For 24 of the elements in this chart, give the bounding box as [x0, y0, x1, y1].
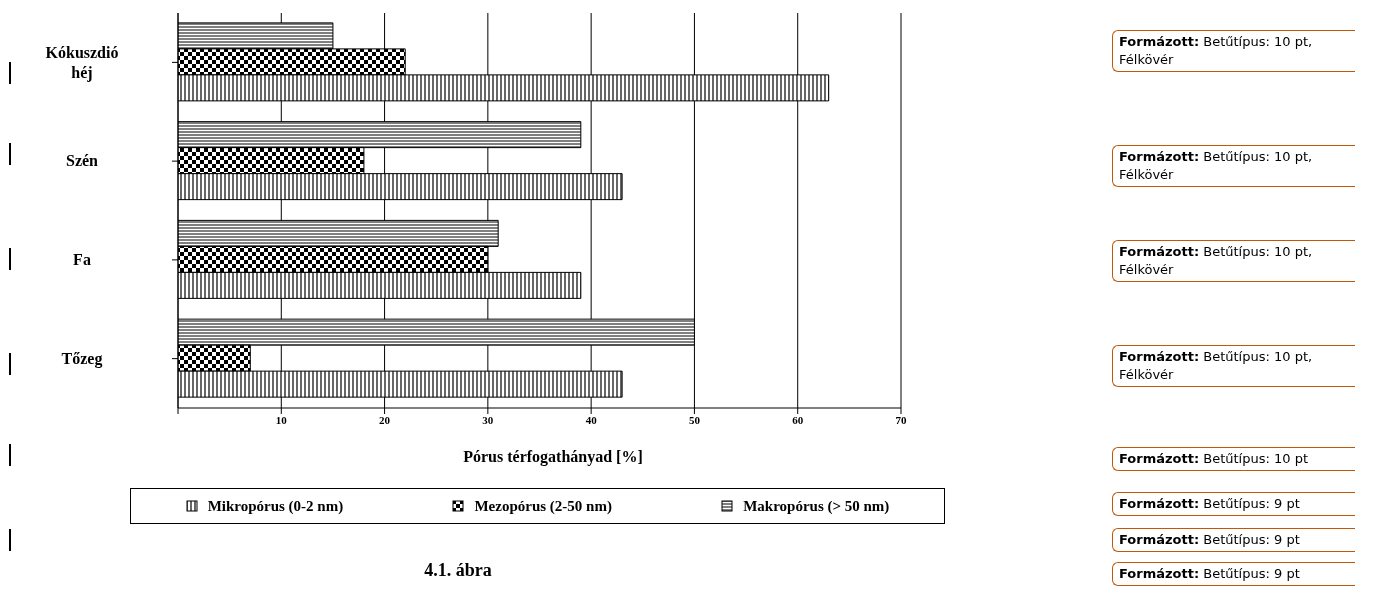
- text: Formázott: Betűtípus: 9 pt: [1112, 562, 1355, 586]
- y-tick-label: Tőzeg: [61, 349, 103, 368]
- x-tick-label: 20: [379, 413, 391, 426]
- legend-label: Makropórus (> 50 nm): [742, 497, 890, 515]
- text: Formázott: Betűtípus: 10 pt, Félkövér: [1119, 244, 1313, 277]
- x-tick-label: 40: [585, 413, 598, 426]
- y-tick-label: Kókuszdió héj: [45, 44, 119, 83]
- text: 4.1. ábra: [423, 560, 493, 581]
- text: Formázott: Betűtípus: 9 pt: [1112, 492, 1355, 516]
- text: Formázott: Betűtípus: 10 pt, Félkövér: [1119, 349, 1313, 382]
- y-tick-label: Fa: [73, 250, 91, 268]
- x-tick-label: 50: [688, 413, 701, 426]
- legend-label: Mezopórus (2-50 nm): [473, 497, 612, 515]
- x-tick-label: 60: [792, 413, 804, 426]
- x-axis-title: Pórus térfogathányad [%]: [462, 448, 644, 466]
- y-tick-label: Szén: [66, 152, 99, 170]
- x-tick-label: 10: [275, 413, 288, 426]
- x-tick-label: 70: [895, 413, 907, 426]
- x-tick-label: 30: [482, 413, 494, 426]
- text: Formázott: Betűtípus: 10 pt, Félkövér: [1119, 149, 1313, 182]
- text: Formázott: Betűtípus: 9 pt: [1112, 528, 1355, 552]
- text: Formázott: Betűtípus: 10 pt, Félkövér: [1119, 34, 1313, 67]
- legend-label: Mikropórus (0-2 nm): [206, 497, 344, 515]
- text: Formázott: Betűtípus: 10 pt: [1112, 447, 1355, 471]
